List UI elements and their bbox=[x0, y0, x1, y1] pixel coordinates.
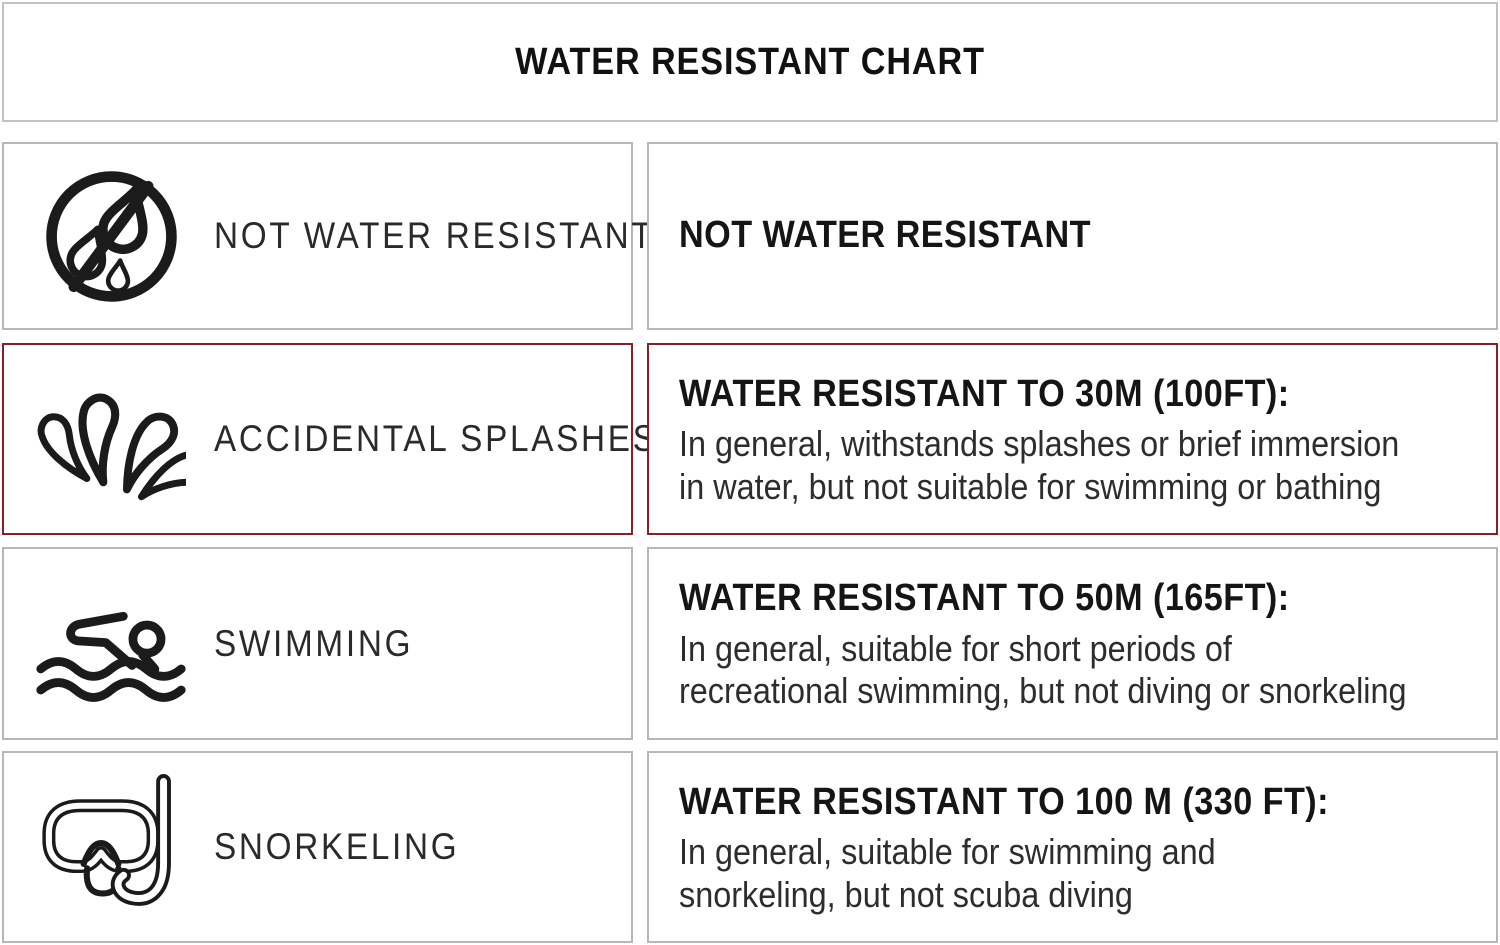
row-description: In general, suitable for short periods o… bbox=[679, 628, 1480, 713]
row-description: In general, suitable for swimming and sn… bbox=[679, 831, 1480, 916]
splash-icon bbox=[32, 373, 190, 505]
row-label: SWIMMING bbox=[214, 622, 414, 664]
description-line: In general, withstands splashes or brief… bbox=[679, 423, 1400, 465]
row-description: In general, withstands splashes or brief… bbox=[679, 423, 1480, 508]
row-label: NOT WATER RESISTANT bbox=[214, 215, 655, 256]
row-swimming-left: SWIMMING bbox=[2, 547, 633, 740]
row-not-water-resistant-left: NOT WATER RESISTANT bbox=[2, 142, 652, 330]
swimmer-icon bbox=[32, 583, 190, 704]
row-heading: WATER RESISTANT TO 100 M (330 FT): bbox=[679, 780, 1329, 823]
no-water-drops-icon bbox=[32, 164, 190, 309]
chart-header-box: WATER RESISTANT CHART bbox=[2, 2, 1498, 122]
row-accidental-splashes-right: WATER RESISTANT TO 30M (100FT): In gener… bbox=[647, 343, 1498, 535]
row-label: ACCIDENTAL SPLASHES bbox=[214, 418, 658, 459]
row-not-water-resistant-right: NOT WATER RESISTANT bbox=[647, 142, 1498, 330]
row-snorkeling-left: SNORKELING bbox=[2, 751, 633, 943]
row-heading: WATER RESISTANT TO 50M (165FT): bbox=[679, 577, 1290, 620]
row-swimming-right: WATER RESISTANT TO 50M (165FT): In gener… bbox=[647, 547, 1498, 740]
description-line: In general, suitable for short periods o… bbox=[679, 627, 1232, 669]
row-heading: WATER RESISTANT TO 30M (100FT): bbox=[679, 372, 1290, 415]
description-line: recreational swimming, but not diving or… bbox=[679, 670, 1407, 712]
snorkel-mask-icon bbox=[32, 767, 190, 927]
row-label: SNORKELING bbox=[214, 826, 460, 867]
row-snorkeling-right: WATER RESISTANT TO 100 M (330 FT): In ge… bbox=[647, 751, 1498, 943]
page-title: WATER RESISTANT CHART bbox=[515, 40, 985, 83]
description-line: snorkeling, but not scuba diving bbox=[679, 873, 1133, 915]
description-line: in water, but not suitable for swimming … bbox=[679, 465, 1382, 507]
description-line: In general, suitable for swimming and bbox=[679, 831, 1216, 873]
row-heading: NOT WATER RESISTANT bbox=[679, 214, 1091, 257]
row-accidental-splashes-left: ACCIDENTAL SPLASHES bbox=[2, 343, 655, 535]
